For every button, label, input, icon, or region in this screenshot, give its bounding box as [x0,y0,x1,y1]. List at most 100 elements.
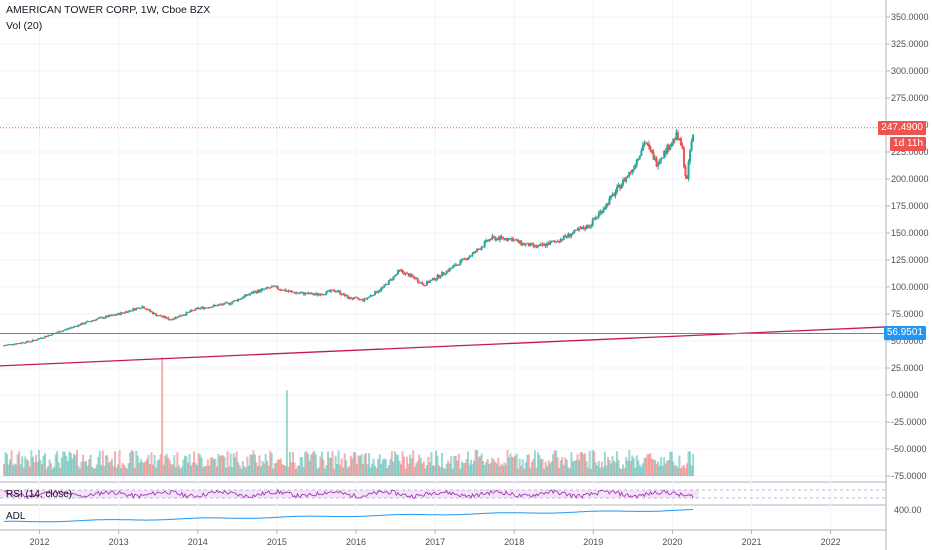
volume-bar [567,467,570,476]
candle-body [333,289,336,292]
candle-body [457,264,460,266]
candle-body [225,302,228,304]
candle-body [275,286,278,288]
candle-body [509,238,512,240]
candle-body [578,228,581,230]
candle-body [383,284,386,288]
x-tick-label: 2016 [346,537,366,547]
candle-body [145,309,148,311]
volume-bar [492,459,495,476]
volume-bar [570,452,573,476]
candle-body [536,246,539,248]
candle-body [118,313,121,315]
candle-body [562,235,565,240]
volume-bar [508,457,511,476]
candle-body [673,138,676,140]
volume-bar [182,459,185,476]
volume-bar [145,459,148,476]
volume-bar [295,468,298,476]
candle-body [86,321,89,323]
candle-body [393,275,396,277]
candle-body [623,179,626,182]
volume-bar [541,458,544,476]
time-axis[interactable]: 2012 2013 2014 2015 2016 2017 2018 2019 2020 2021… [0,529,886,547]
chart-title: AMERICAN TOWER CORP, 1W, Cboe BZX [6,4,211,16]
volume-bar [47,466,50,476]
candle-body [15,343,18,345]
candle-body [453,264,456,267]
volume-bar [398,461,401,476]
volume-bar [441,452,444,476]
candle-body [91,320,94,322]
x-tick-label: 2018 [504,537,524,547]
volume-bar [156,460,159,476]
volume-bar [139,458,142,476]
candle-body [293,292,296,294]
candle-body [529,243,532,247]
candle-body [640,150,643,156]
candle-body [16,343,19,345]
candle-body [643,143,646,146]
candle-body [234,300,237,302]
volume-bar [282,464,285,476]
volume-bar [144,461,147,476]
volume-bar [574,460,577,476]
candle-body [97,318,100,320]
volume-bar [546,466,549,476]
candle-body [395,273,398,276]
volume-bar [101,450,104,476]
candle-body [339,290,342,295]
volume-bar [223,456,226,476]
candle-body [253,291,256,294]
candle-body [243,295,246,298]
y-tick-label: -25.0000 [891,417,927,427]
volume-bar [226,451,229,476]
rsi-pane [0,488,886,500]
volume-bar [403,456,406,476]
volume-bar [159,453,162,476]
candle-body [424,285,427,287]
candle-body [463,258,466,260]
candle-body [654,157,657,160]
candle-body [512,239,515,242]
volume-bar [33,462,36,476]
x-tick-label: 2019 [583,537,603,547]
adl-tick-label: 400.00 [894,505,922,515]
candle-body [349,297,352,299]
volume-bar [290,462,293,476]
y-tick-label: 300.0000 [891,66,929,76]
candle-body [258,289,261,292]
candle-body [389,279,392,281]
candle-body [474,251,477,253]
volume-bar [445,463,448,476]
candle-body [214,304,217,306]
candle-body [264,288,267,290]
volume-bar [497,457,500,476]
candle-body [117,313,120,315]
volume-bar [366,464,369,476]
candle-body [348,297,351,299]
candle-body [305,292,308,294]
price-axis[interactable]: 350.0000325.0000300.0000275.0000250.0000… [885,0,929,550]
volume-bar [658,465,661,476]
volume-bar [170,464,173,476]
volume-bar [692,453,695,476]
volume-bar [12,465,15,476]
volume-bar [676,467,679,476]
volume-bar [241,461,244,476]
volume-bar [97,456,100,476]
candle-body [675,132,678,140]
volume-bar [120,467,123,476]
volume-bar [284,465,287,476]
candle-body [156,315,159,317]
volume-bar [559,460,562,476]
adl-label: ADL [6,511,26,522]
volume-bar [106,455,109,476]
volume-bar [562,465,565,476]
candle-body [570,234,573,237]
volume-bar [409,454,412,476]
volume-bar [669,451,672,476]
candle-body [337,290,340,292]
volume-bar [667,460,670,476]
